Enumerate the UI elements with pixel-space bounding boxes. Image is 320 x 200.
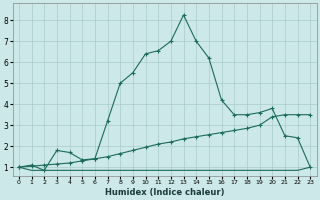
X-axis label: Humidex (Indice chaleur): Humidex (Indice chaleur) [105, 188, 224, 197]
